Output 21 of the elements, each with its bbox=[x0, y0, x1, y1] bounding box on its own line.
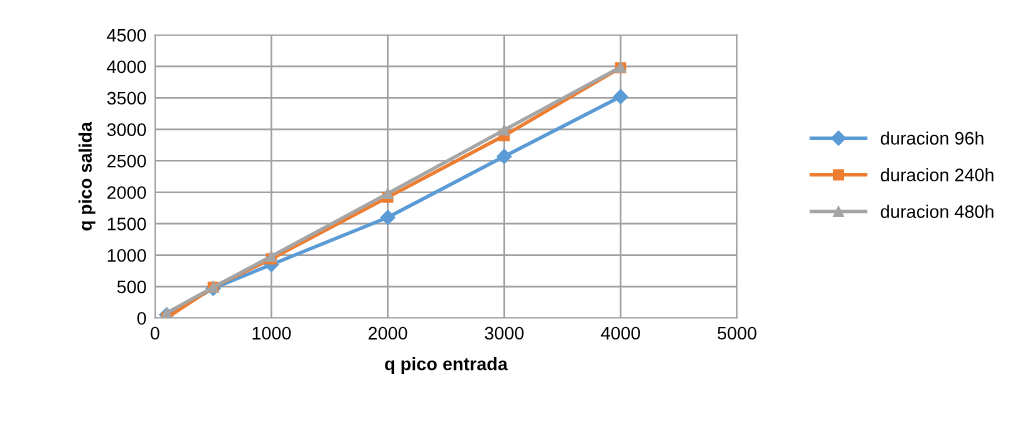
y-tick-label: 0 bbox=[137, 311, 146, 325]
x-tick-label: 2000 bbox=[368, 326, 408, 340]
y-tick-label: 1500 bbox=[107, 217, 146, 231]
y-tick-label: 500 bbox=[117, 280, 146, 294]
y-tick-label: 3000 bbox=[107, 123, 146, 137]
y-tick-label: 4000 bbox=[106, 60, 146, 74]
x-tick-label: 4000 bbox=[600, 326, 640, 340]
legend-label: duracion 240h bbox=[880, 168, 994, 182]
y-tick-label: 3500 bbox=[107, 91, 146, 105]
x-tick-label: 3000 bbox=[484, 326, 524, 340]
y-axis-title: q pico salida bbox=[78, 121, 96, 231]
y-tick-label: 2500 bbox=[107, 154, 146, 168]
legend-label: duracion 96h bbox=[880, 131, 984, 145]
y-tick-label: 4500 bbox=[106, 28, 146, 42]
x-tick-label: 5000 bbox=[717, 326, 757, 340]
x-axis-title: q pico entrada bbox=[385, 357, 508, 374]
x-tick-label: 0 bbox=[150, 326, 160, 340]
y-tick-label: 2000 bbox=[107, 186, 146, 199]
legend-label: duracion 480h bbox=[880, 204, 994, 219]
x-tick-label: 1000 bbox=[252, 326, 291, 340]
y-tick-label: 1000 bbox=[107, 249, 146, 262]
